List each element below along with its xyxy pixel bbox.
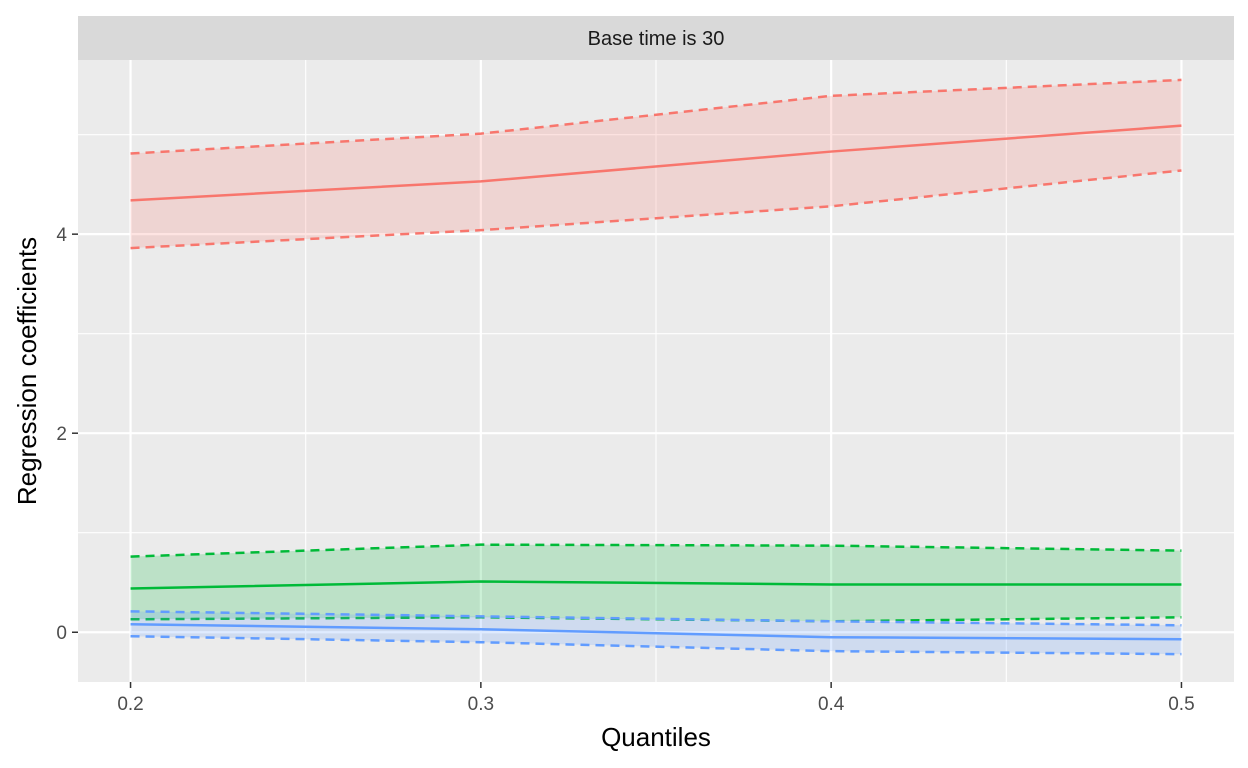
series-2 [130,543,1182,623]
facet-strip-label: Base time is 30 [588,28,725,50]
series-1 [130,78,1182,250]
x-axis-title: Quantiles [601,722,711,752]
y-tick-label: 2 [56,424,67,445]
x-tick-label: 0.4 [818,694,845,715]
y-tick-label: 0 [56,623,67,644]
series-2-upper-bound [130,543,1182,558]
x-tick-label: 0.2 [117,694,143,715]
x-tick-label: 0.3 [468,694,494,715]
series-layer [130,78,1182,656]
series-1-line [130,124,1182,202]
y-tick-label: 4 [56,225,67,246]
series-3-line [130,623,1182,641]
y-axis: 0 2 4 [56,225,78,644]
x-tick-label: 0.5 [1168,694,1194,715]
series-1-ribbon [130,79,1182,249]
series-3-lower-bound [130,634,1182,656]
strip-background [78,16,1234,60]
x-axis: 0.2 0.3 0.4 0.5 [117,682,1195,715]
series-1-lower-bound [130,169,1182,250]
series-3 [130,610,1182,656]
y-axis-title: Regression coefficients [12,237,42,505]
series-2-line [130,580,1182,590]
series-1-upper-bound [130,78,1182,155]
grid-minor [78,60,1234,682]
series-3-upper-bound [130,610,1182,627]
